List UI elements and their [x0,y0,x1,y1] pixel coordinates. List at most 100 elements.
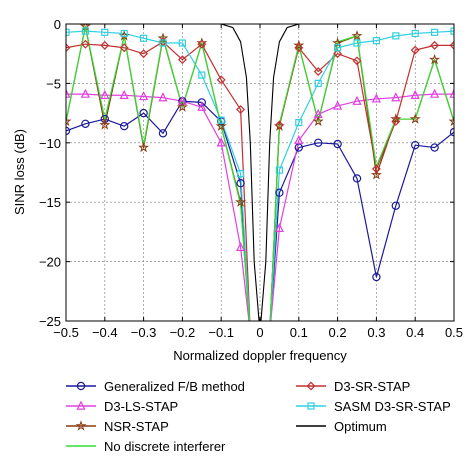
data-point-d3-sr-stap [430,40,440,50]
data-point-d3-ls-stap [66,88,71,98]
data-point-d3-ls-stap [333,100,343,110]
data-point-d3-sr-stap [139,49,149,59]
series-line-d3-ls-stap [66,93,454,321]
data-point-d3-sr-stap [294,43,304,53]
data-point-sasm-d3-sr-stap [140,34,148,42]
data-point-d3-sr-stap [177,55,187,65]
data-point-sasm-d3-sr-stap [314,79,322,88]
data-point-generalized-f-b-method [333,139,342,149]
data-point-nsr-stap [390,113,402,124]
y-tick-label: 0 [54,17,61,32]
data-point-d3-ls-stap [100,89,110,99]
data-point-d3-sr-stap [449,40,454,50]
data-point-d3-ls-stap [274,222,284,233]
data-point-sasm-d3-sr-stap [81,27,90,35]
legend-label-d3-ls-stap: D3-LS-STAP [104,399,178,414]
data-point-generalized-f-b-method [430,143,439,152]
axis-ticks: −0.5 −0.4 −0.3 −0.2 −0.1 0 0.1 0.2 0.3 0.4 0.5 0 −5 −… [39,17,463,340]
x-tick-label: 0.3 [367,325,385,340]
data-point-sasm-d3-sr-stap [392,32,400,40]
data-point-generalized-f-b-method [100,114,110,124]
data-point-generalized-f-b-method [275,188,284,197]
data-point-sasm-d3-sr-stap [334,44,342,52]
data-point-sasm-d3-sr-stap [120,29,128,38]
data-point-d3-ls-stap [430,88,440,98]
optimum-curve-layer [66,24,454,321]
data-point-sasm-d3-sr-stap [372,37,380,45]
data-point-sasm-d3-sr-stap [66,28,70,36]
data-point-nsr-stap [429,53,441,65]
x-tick-label: 0 [256,325,263,340]
data-point-d3-ls-stap [352,95,362,105]
series-line-no-discrete-interferer [66,25,454,321]
data-point-sasm-d3-sr-stap [159,39,167,47]
y-tick-label: −20 [39,255,61,270]
data-point-sasm-d3-sr-stap [353,39,361,47]
x-tick-label: −0.4 [92,325,118,340]
x-tick-label: 0.5 [445,325,463,340]
data-point-d3-ls-stap [371,93,381,103]
x-tick-label: 0.2 [329,325,347,340]
data-point-sasm-d3-sr-stap [178,39,186,47]
data-point-generalized-f-b-method [197,98,206,107]
data-point-nsr-stap [293,39,305,51]
data-point-nsr-stap [66,115,72,127]
x-tick-label: −0.1 [208,325,234,340]
series-line-sasm-d3-sr-stap [66,30,454,321]
data-point-generalized-f-b-method [372,272,381,282]
data-point-nsr-stap [448,115,454,127]
x-axis-label: Normalized doppler frequency [173,348,347,363]
data-point-d3-ls-stap [449,88,454,98]
data-point-d3-ls-stap [119,89,129,99]
data-point-nsr-stap [312,115,324,127]
data-point-d3-sr-stap [274,120,284,130]
data-point-d3-sr-stap [119,43,129,53]
x-tick-label: 0.4 [406,325,424,340]
data-point-generalized-f-b-method [158,129,168,138]
data-point-generalized-f-b-method [81,119,90,128]
data-point-d3-ls-stap [158,92,168,102]
data-point-d3-ls-stap [236,241,246,252]
data-point-d3-ls-stap [216,137,226,147]
data-point-sasm-d3-sr-stap [411,29,419,38]
data-point-d3-sr-stap [80,39,90,49]
data-point-sasm-d3-sr-stap [450,27,454,35]
data-point-d3-sr-stap [333,49,343,59]
data-point-sasm-d3-sr-stap [237,170,245,178]
legend-label-nsr-stap: NSR-STAP [104,419,169,434]
legend-marker-sasm-d3-sr-stap [307,402,315,410]
data-point-generalized-f-b-method [314,138,323,147]
data-point-nsr-stap [176,101,188,112]
y-axis-label: SINR loss (dB) [12,129,27,215]
data-point-nsr-stap [351,30,363,41]
data-point-nsr-stap [409,113,421,124]
y-tick-label: −5 [46,76,61,91]
data-point-generalized-f-b-method [236,178,245,188]
series-line-optimum [66,24,454,321]
data-point-d3-ls-stap [197,101,207,111]
x-tick-label: −0.3 [131,325,157,340]
data-point-d3-sr-stap [391,116,401,126]
data-point-nsr-stap [196,37,208,48]
grid [66,24,454,321]
legend-label-d3-sr-stap: D3-SR-STAP [334,379,410,394]
data-point-d3-ls-stap [139,91,149,101]
data-point-d3-ls-stap [80,88,90,98]
y-tick-label: −25 [39,314,61,329]
data-point-generalized-f-b-method [139,108,148,118]
data-point-generalized-f-b-method [119,121,129,131]
series-layer [66,25,454,321]
legend-label-no-discrete-interferer: No discrete interferer [104,439,226,454]
data-point-sasm-d3-sr-stap [295,119,303,127]
data-point-d3-sr-stap [100,40,110,50]
data-point-d3-sr-stap [410,45,420,55]
legend-marker-generalized-f-b-method [76,381,86,391]
x-tick-label: −0.2 [170,325,196,340]
data-point-d3-sr-stap [197,39,207,49]
series-line-generalized-f-b-method [66,100,454,321]
legend-marker-nsr-stap [75,420,87,431]
data-point-sasm-d3-sr-stap [101,28,109,36]
data-point-d3-sr-stap [352,56,362,66]
x-tick-label: 0.1 [290,325,308,340]
